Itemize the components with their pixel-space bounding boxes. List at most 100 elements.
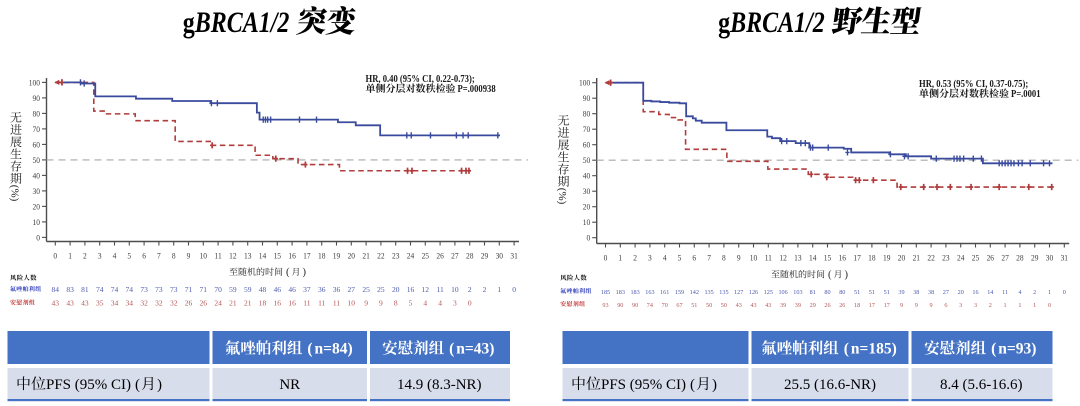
svg-text:2: 2 xyxy=(633,253,637,263)
svg-text:0: 0 xyxy=(36,233,40,243)
svg-text:PFS (95% CI): PFS (95% CI) xyxy=(46,377,131,393)
svg-text:73: 73 xyxy=(155,285,163,294)
svg-text:4: 4 xyxy=(663,253,667,263)
svg-text:46: 46 xyxy=(274,285,282,294)
svg-text:43: 43 xyxy=(750,302,756,309)
svg-text:59: 59 xyxy=(244,285,252,294)
svg-text:51: 51 xyxy=(691,302,697,309)
svg-text:18: 18 xyxy=(318,251,325,261)
svg-text:22: 22 xyxy=(927,253,934,263)
svg-text:3: 3 xyxy=(453,299,457,308)
svg-text:103: 103 xyxy=(793,289,802,296)
svg-text:80: 80 xyxy=(824,289,830,296)
svg-text:19: 19 xyxy=(333,251,340,261)
svg-text:1: 1 xyxy=(1048,289,1051,296)
svg-text:11: 11 xyxy=(318,299,325,308)
svg-text:17: 17 xyxy=(853,253,860,263)
svg-text:9: 9 xyxy=(915,302,918,309)
svg-text:51: 51 xyxy=(884,289,890,296)
svg-text:23: 23 xyxy=(392,251,399,261)
svg-text:21: 21 xyxy=(913,253,920,263)
svg-text:20: 20 xyxy=(583,202,590,212)
svg-text:28: 28 xyxy=(1016,253,1023,263)
svg-text:(: ( xyxy=(844,341,849,358)
svg-text:19: 19 xyxy=(883,253,890,263)
svg-text:11: 11 xyxy=(436,285,443,294)
svg-text:24: 24 xyxy=(407,251,414,261)
svg-text:(: ( xyxy=(828,270,832,281)
svg-text:20: 20 xyxy=(348,251,355,261)
svg-text:20: 20 xyxy=(958,289,964,296)
svg-text:13: 13 xyxy=(794,253,801,263)
svg-text:11: 11 xyxy=(333,299,340,308)
svg-text:93: 93 xyxy=(602,302,608,309)
svg-text:183: 183 xyxy=(616,289,625,296)
svg-text:34: 34 xyxy=(126,299,134,308)
svg-text:71: 71 xyxy=(185,285,193,294)
svg-text:2: 2 xyxy=(989,302,992,309)
svg-text:3: 3 xyxy=(648,253,652,263)
svg-text:18: 18 xyxy=(868,253,875,263)
svg-text:125: 125 xyxy=(764,289,773,296)
svg-text:185: 185 xyxy=(601,289,610,296)
svg-text:9: 9 xyxy=(379,299,383,308)
svg-text:(: ( xyxy=(991,341,996,358)
svg-text:5: 5 xyxy=(127,251,131,261)
svg-text:32: 32 xyxy=(170,299,178,308)
svg-text:90: 90 xyxy=(617,302,623,309)
svg-text:12: 12 xyxy=(422,285,430,294)
svg-text:9: 9 xyxy=(737,253,741,263)
svg-text:81: 81 xyxy=(810,289,816,296)
svg-text:10: 10 xyxy=(33,217,40,227)
svg-text:30: 30 xyxy=(33,186,40,196)
svg-text:1: 1 xyxy=(497,285,501,294)
svg-text:9: 9 xyxy=(187,251,191,261)
svg-text:50: 50 xyxy=(33,155,40,165)
svg-text:26: 26 xyxy=(200,299,208,308)
svg-text:43: 43 xyxy=(765,302,771,309)
svg-text:30: 30 xyxy=(496,251,503,261)
svg-text:43: 43 xyxy=(736,302,742,309)
svg-text:6: 6 xyxy=(142,251,146,261)
svg-text:4: 4 xyxy=(1018,289,1021,296)
svg-text:1: 1 xyxy=(1004,302,1007,309)
svg-text:1: 1 xyxy=(1033,302,1036,309)
svg-text:1: 1 xyxy=(1018,302,1021,309)
svg-text:8: 8 xyxy=(172,251,176,261)
svg-text:70: 70 xyxy=(583,125,590,135)
svg-text:20: 20 xyxy=(898,253,905,263)
svg-text:8: 8 xyxy=(722,253,726,263)
svg-text:14: 14 xyxy=(259,251,266,261)
svg-text:0: 0 xyxy=(604,253,608,263)
svg-text:10: 10 xyxy=(750,253,757,263)
svg-text:50: 50 xyxy=(706,302,712,309)
svg-text:21: 21 xyxy=(244,299,252,308)
svg-text:): ) xyxy=(712,377,717,393)
svg-text:36: 36 xyxy=(333,285,341,294)
svg-text:0: 0 xyxy=(1063,289,1066,296)
svg-text:16: 16 xyxy=(407,285,415,294)
svg-text:50: 50 xyxy=(583,156,590,166)
svg-text:39: 39 xyxy=(795,302,801,309)
svg-text:32: 32 xyxy=(140,299,148,308)
svg-text:90: 90 xyxy=(583,94,590,104)
svg-text:11: 11 xyxy=(215,251,222,261)
svg-text:135: 135 xyxy=(704,289,713,296)
svg-text:HR, 0.53 (95% CI, 0.37-0.75);: HR, 0.53 (95% CI, 0.37-0.75); xyxy=(919,78,1028,90)
svg-text:2: 2 xyxy=(83,251,87,261)
svg-text:11: 11 xyxy=(765,253,772,263)
svg-text:0: 0 xyxy=(53,251,57,261)
svg-text:38: 38 xyxy=(928,289,934,296)
svg-text:0: 0 xyxy=(468,299,472,308)
svg-text:10: 10 xyxy=(200,251,207,261)
svg-text:12: 12 xyxy=(779,253,786,263)
svg-text:16: 16 xyxy=(972,289,978,296)
svg-text:51: 51 xyxy=(854,289,860,296)
svg-text:9: 9 xyxy=(930,302,933,309)
svg-text:50: 50 xyxy=(721,302,727,309)
svg-text:24: 24 xyxy=(957,253,964,263)
svg-text:83: 83 xyxy=(66,285,74,294)
svg-text:37: 37 xyxy=(303,285,311,294)
svg-text:4: 4 xyxy=(113,251,117,261)
svg-text:25: 25 xyxy=(377,285,385,294)
